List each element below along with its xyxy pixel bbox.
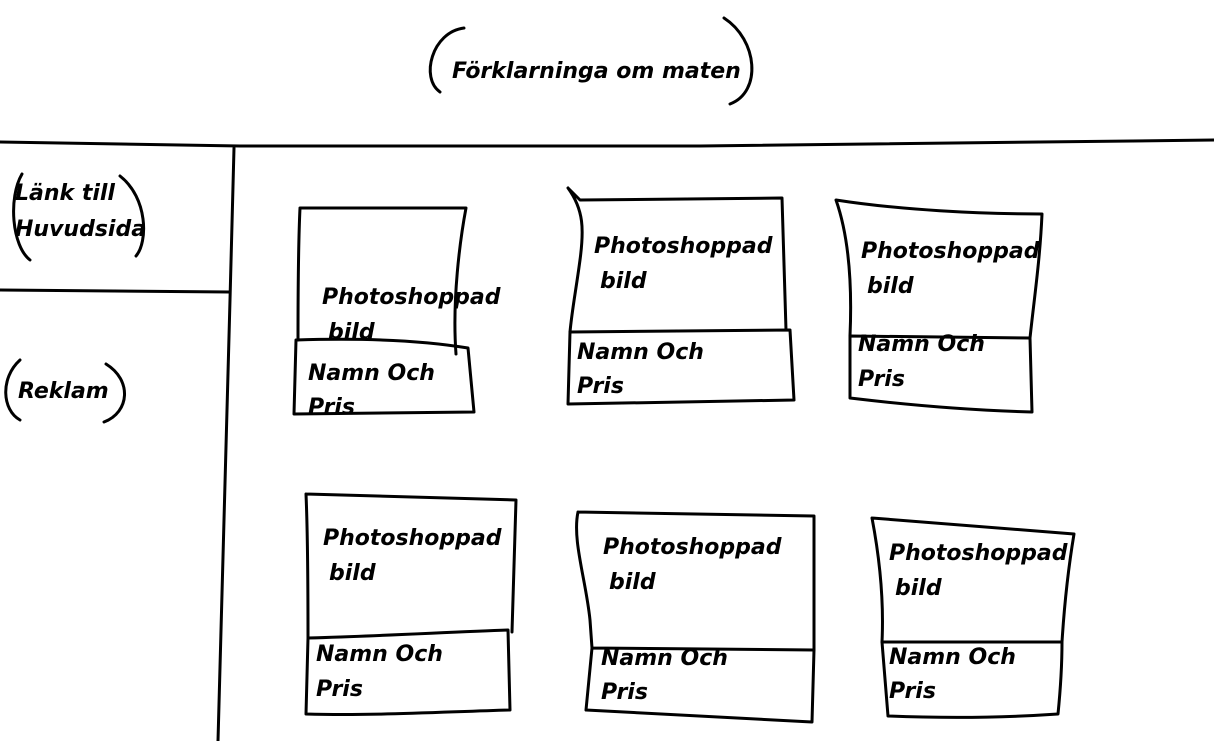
product-image-label-line2: bild <box>328 320 375 345</box>
product-name-price-line2: Pris <box>577 374 624 399</box>
home-link-right-bracket <box>118 174 146 258</box>
product-name-price-line2: Pris <box>308 395 355 420</box>
home-link[interactable]: Länk till Huvudsida <box>12 172 146 262</box>
product-image-box <box>575 510 816 652</box>
product-name-price-line2: Pris <box>858 367 905 392</box>
product-info-box <box>880 640 1064 719</box>
sidebar: Länk till Huvudsida Reklam <box>4 172 146 424</box>
product-card[interactable]: Photoshoppad bild Namn Och Pris <box>575 510 816 724</box>
product-name-price-line2: Pris <box>601 680 648 705</box>
ad-right-bracket <box>102 362 126 424</box>
product-info-box <box>292 337 476 416</box>
product-card[interactable]: Photoshoppad bild Namn Och Pris <box>304 492 518 717</box>
home-link-label-line1: Länk till <box>15 181 115 206</box>
product-image-label-line1: Photoshoppad <box>889 541 1068 566</box>
product-card[interactable]: Photoshoppad bild Namn Och Pris <box>566 186 796 406</box>
product-info-box <box>584 646 816 724</box>
product-name-price-line1: Namn Och <box>316 642 443 667</box>
product-name-price-line1: Namn Och <box>577 340 704 365</box>
product-grid: Photoshoppad bild Namn Och Pris Photosho… <box>292 186 1076 724</box>
product-image-label-line1: Photoshoppad <box>323 526 502 551</box>
product-image-label-line2: bild <box>867 274 914 299</box>
product-image-label-line1: Photoshoppad <box>594 234 773 259</box>
ad-area: Reklam <box>4 358 126 424</box>
sidebar-divider-line <box>216 146 236 741</box>
home-link-label-line2: Huvudsida <box>15 217 146 242</box>
product-name-price-line1: Namn Och <box>858 332 985 357</box>
product-image-label-line1: Photoshoppad <box>861 239 1040 264</box>
product-image-box <box>834 198 1044 340</box>
product-image-box <box>870 516 1076 644</box>
product-image-box <box>566 186 788 334</box>
title-left-bracket <box>428 26 466 94</box>
product-image-label-line2: bild <box>609 570 656 595</box>
product-name-price-line1: Namn Och <box>308 361 435 386</box>
product-image-label-line2: bild <box>895 576 942 601</box>
product-name-price-line2: Pris <box>316 677 363 702</box>
product-name-price-line2: Pris <box>889 679 936 704</box>
header-divider-line <box>0 138 1214 148</box>
product-card[interactable]: Photoshoppad bild Namn Och Pris <box>834 198 1044 414</box>
product-image-label-line2: bild <box>329 561 376 586</box>
product-card[interactable]: Photoshoppad bild Namn Och Pris <box>292 206 501 420</box>
product-info-box <box>566 328 796 406</box>
ad-left-bracket <box>4 358 22 422</box>
product-info-box <box>304 628 512 717</box>
product-image-label-line2: bild <box>600 269 647 294</box>
product-name-price-line1: Namn Och <box>889 645 1016 670</box>
header: Förklarninga om maten <box>428 16 754 106</box>
product-image-box <box>296 206 468 356</box>
product-image-box <box>304 492 518 640</box>
product-card[interactable]: Photoshoppad bild Namn Och Pris <box>870 516 1076 719</box>
product-name-price-line1: Namn Och <box>601 646 728 671</box>
page-title: Förklarninga om maten <box>452 59 741 84</box>
product-image-label-line1: Photoshoppad <box>322 285 501 310</box>
title-right-bracket <box>722 16 754 106</box>
ad-label: Reklam <box>18 379 109 404</box>
home-link-left-bracket <box>12 172 32 262</box>
sidebar-section-line <box>0 288 232 294</box>
product-info-box <box>848 334 1034 414</box>
product-image-label-line1: Photoshoppad <box>603 535 782 560</box>
